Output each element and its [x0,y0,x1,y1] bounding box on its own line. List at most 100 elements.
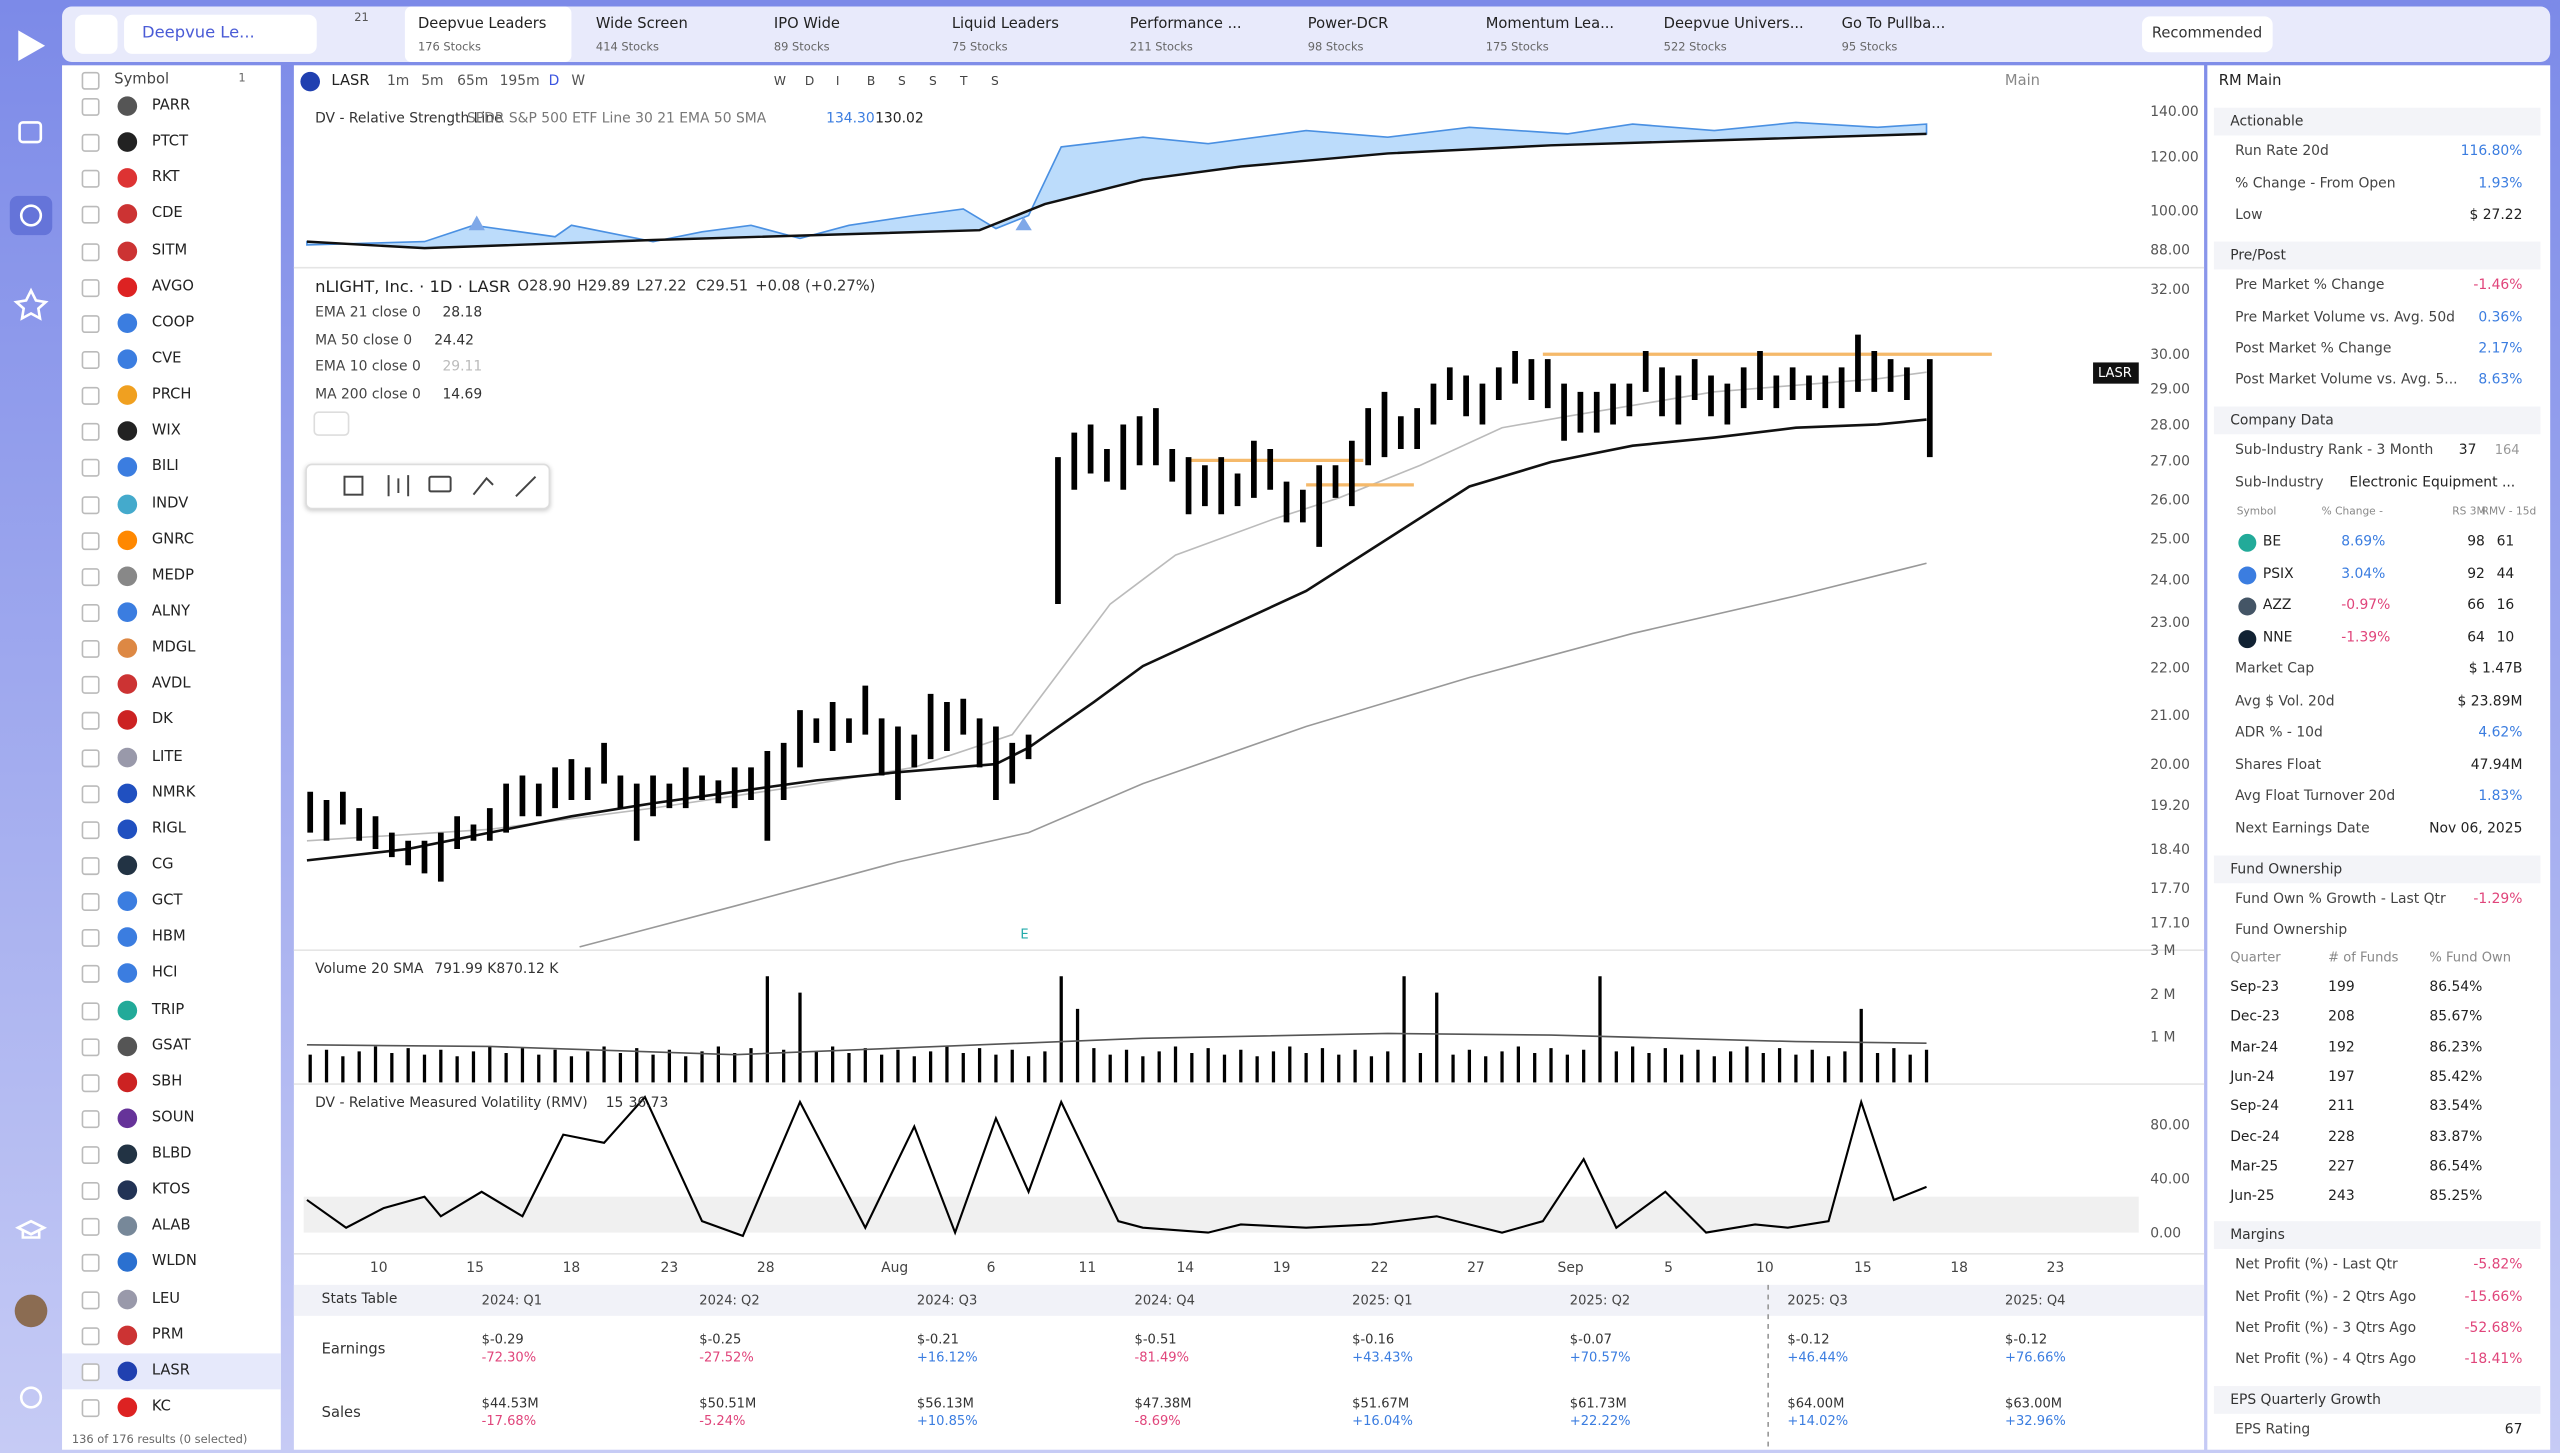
checkbox[interactable] [81,784,100,803]
symbol[interactable]: KC [151,1399,171,1416]
symbol[interactable]: LEU [151,1290,181,1308]
peer-symbol[interactable]: PSIX [2262,565,2294,583]
checkbox[interactable] [81,350,100,369]
tab-name[interactable]: Deepvue Leaders [417,16,547,33]
tab-name[interactable]: Power-DCR [1307,16,1389,33]
symbol[interactable]: GNRC [151,531,194,549]
symbol[interactable]: RKT [151,170,180,187]
checkbox[interactable] [81,965,100,984]
tab-name[interactable]: Momentum Lea... [1485,16,1615,33]
interval[interactable]: W [571,73,586,90]
tab-name[interactable]: Deepvue Univers... [1663,16,1804,33]
checkbox[interactable] [81,1073,100,1092]
toolbar-button[interactable]: T [959,73,968,89]
checkbox[interactable] [81,640,100,659]
symbol[interactable]: CVE [151,350,182,368]
checkbox[interactable] [81,1001,100,1020]
symbol[interactable]: KTOS [151,1182,191,1199]
interval[interactable]: 5m [421,73,444,90]
checkbox[interactable] [81,676,100,695]
toolbar-button[interactable]: S [991,73,999,89]
checkbox[interactable] [81,748,100,767]
symbol[interactable]: CDE [151,206,183,223]
symbol[interactable]: WLDN [151,1254,197,1271]
checkbox[interactable] [81,531,100,550]
checkbox[interactable] [81,1182,100,1201]
toolbar-button[interactable]: I [835,73,840,89]
symbol[interactable]: RIGL [151,820,186,838]
checkbox[interactable] [81,1110,100,1128]
toolbar-button[interactable]: B [866,73,876,89]
symbol[interactable]: PRCH [151,387,192,404]
symbol-input[interactable]: LASR [331,73,370,90]
peer-symbol[interactable]: BE [2262,533,2282,551]
checkbox[interactable] [81,820,100,839]
symbol[interactable]: SITM [151,242,188,259]
symbol[interactable]: ALNY [151,603,191,621]
checkbox[interactable] [81,387,100,406]
symbol[interactable]: HCI [151,965,178,982]
drawing-tools[interactable] [343,475,537,497]
symbol[interactable]: PRM [151,1326,184,1344]
symbol[interactable]: LASR [151,1363,190,1380]
checkbox[interactable] [81,459,100,478]
interval[interactable]: 1m [386,73,410,90]
checkbox[interactable] [81,1146,100,1165]
watchlist-select[interactable] [124,14,317,54]
search-button[interactable] [75,14,118,54]
symbol[interactable]: INDV [151,495,189,512]
symbol[interactable]: AVDL [151,676,191,693]
checkbox[interactable] [81,929,100,948]
checkbox[interactable] [81,170,100,189]
symbol[interactable]: GCT [151,893,183,910]
checkbox[interactable] [81,71,100,90]
checkbox[interactable] [81,423,100,442]
checkbox[interactable] [81,134,100,153]
checkbox[interactable] [81,1037,100,1056]
toolbar-button[interactable]: D [804,73,815,89]
symbol[interactable]: GSAT [151,1037,191,1055]
tab-name[interactable]: Liquid Leaders [951,16,1059,33]
toolbar-button[interactable]: S [897,73,906,89]
symbol[interactable]: SBH [151,1073,183,1091]
checkbox[interactable] [81,1363,100,1381]
collapse-button[interactable] [313,411,350,436]
checkbox[interactable] [81,1218,100,1237]
checkbox[interactable] [81,314,100,333]
symbol[interactable]: HBM [151,929,186,946]
checkbox[interactable] [81,97,100,116]
tab-name[interactable]: Performance ... [1129,16,1242,33]
symbol[interactable]: SOUN [151,1110,195,1127]
checkbox[interactable] [81,1254,100,1273]
active-tab[interactable] [404,6,572,63]
symbol[interactable]: ALAB [151,1218,191,1235]
peer-symbol[interactable]: AZZ [2262,597,2292,614]
checkbox[interactable] [81,242,100,261]
symbol[interactable]: PARR [151,97,191,115]
sort-select[interactable] [2142,16,2273,53]
layout-name[interactable]: Main [2004,73,2040,90]
symbol[interactable]: COOP [151,314,195,332]
interval[interactable]: D [548,73,560,90]
symbol[interactable]: BLBD [151,1146,192,1163]
symbol[interactable]: TRIP [151,1001,185,1018]
symbol[interactable]: NMRK [151,784,196,802]
symbol[interactable]: BILI [151,459,179,476]
checkbox[interactable] [81,712,100,731]
peer-symbol[interactable]: NNE [2262,629,2293,646]
symbol[interactable]: WIX [151,423,181,440]
checkbox[interactable] [81,278,100,297]
tab-name[interactable]: Wide Screen [595,16,688,33]
symbol[interactable]: MEDP [151,567,194,585]
symbol[interactable]: CG [151,857,174,874]
toolbar-button[interactable]: W [773,73,786,89]
checkbox[interactable] [81,1399,100,1418]
watchlist-name[interactable]: Deepvue Le... [142,24,255,43]
checkbox[interactable] [81,893,100,912]
symbol[interactable]: MDGL [151,640,196,657]
tab-name[interactable]: IPO Wide [773,16,840,33]
checkbox[interactable] [81,567,100,586]
interval[interactable]: 195m [499,73,540,90]
symbol[interactable]: AVGO [151,278,194,295]
tab-name[interactable]: Go To Pullba... [1841,16,1946,33]
